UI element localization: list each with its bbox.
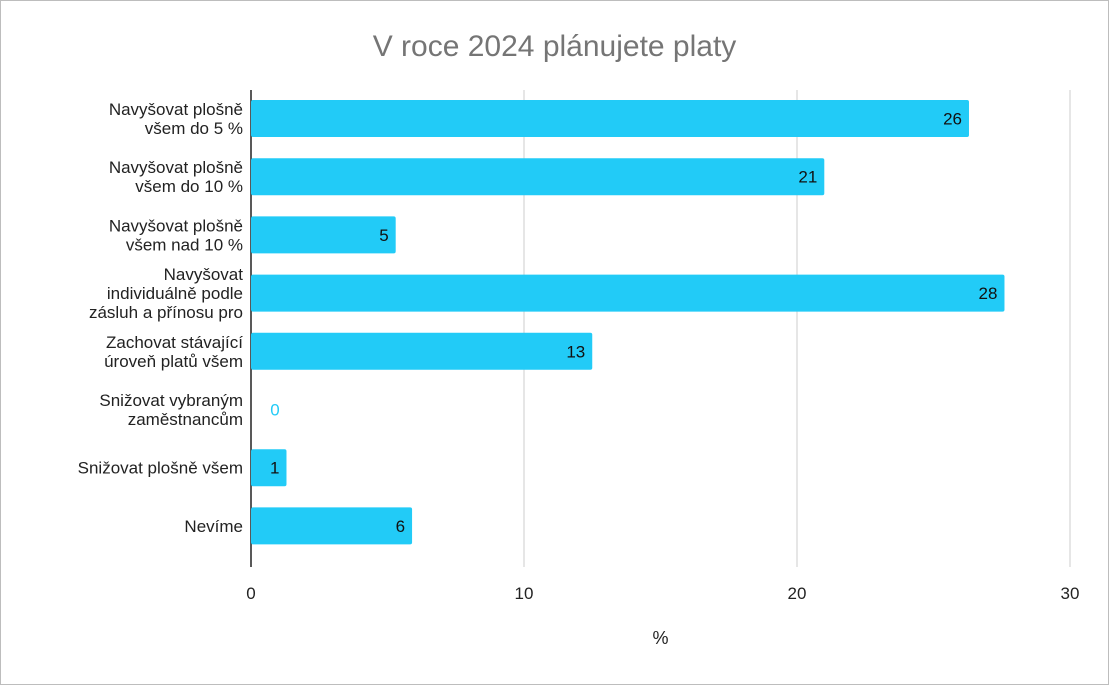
category-label: Nevíme — [184, 517, 243, 536]
bar — [251, 100, 969, 137]
data-label: 1 — [270, 459, 279, 478]
bar — [251, 449, 287, 487]
bar — [251, 274, 1005, 312]
data-label: 5 — [379, 226, 388, 245]
data-label: 28 — [979, 284, 998, 303]
x-axis-title: % — [652, 628, 668, 648]
category-label: Navyšovat — [164, 265, 244, 284]
category-label: všem do 5 % — [145, 119, 243, 138]
category-label: všem do 10 % — [135, 177, 243, 196]
category-label: úroveň platů všem — [104, 352, 243, 371]
category-label: Navyšovat plošně — [109, 216, 243, 235]
data-label: 21 — [798, 168, 817, 187]
bar — [251, 507, 413, 545]
chart-title: V roce 2024 plánujete platy — [372, 30, 737, 63]
bar — [251, 332, 593, 370]
x-tick-label: 10 — [515, 584, 534, 603]
x-tick-label: 20 — [788, 584, 807, 603]
data-label: 6 — [396, 517, 405, 536]
bar — [251, 216, 396, 254]
data-label: 13 — [566, 342, 585, 361]
data-label: 26 — [943, 110, 962, 129]
category-label: zásluh a přínosu pro — [89, 303, 243, 322]
category-label: zaměstnancům — [128, 410, 243, 429]
category-label: Snižovat plošně všem — [78, 459, 243, 478]
category-label: všem nad 10 % — [126, 235, 243, 254]
data-label: 0 — [270, 401, 279, 420]
x-tick-label: 0 — [246, 584, 255, 603]
category-label: individuálně podle — [107, 284, 243, 303]
bar — [251, 158, 825, 196]
x-tick-label: 30 — [1061, 584, 1080, 603]
category-label: Navyšovat plošně — [109, 158, 243, 177]
category-label: Navyšovat plošně — [109, 100, 243, 119]
category-label: Zachovat stávající — [106, 333, 243, 352]
category-label: Snižovat vybraným — [99, 391, 243, 410]
